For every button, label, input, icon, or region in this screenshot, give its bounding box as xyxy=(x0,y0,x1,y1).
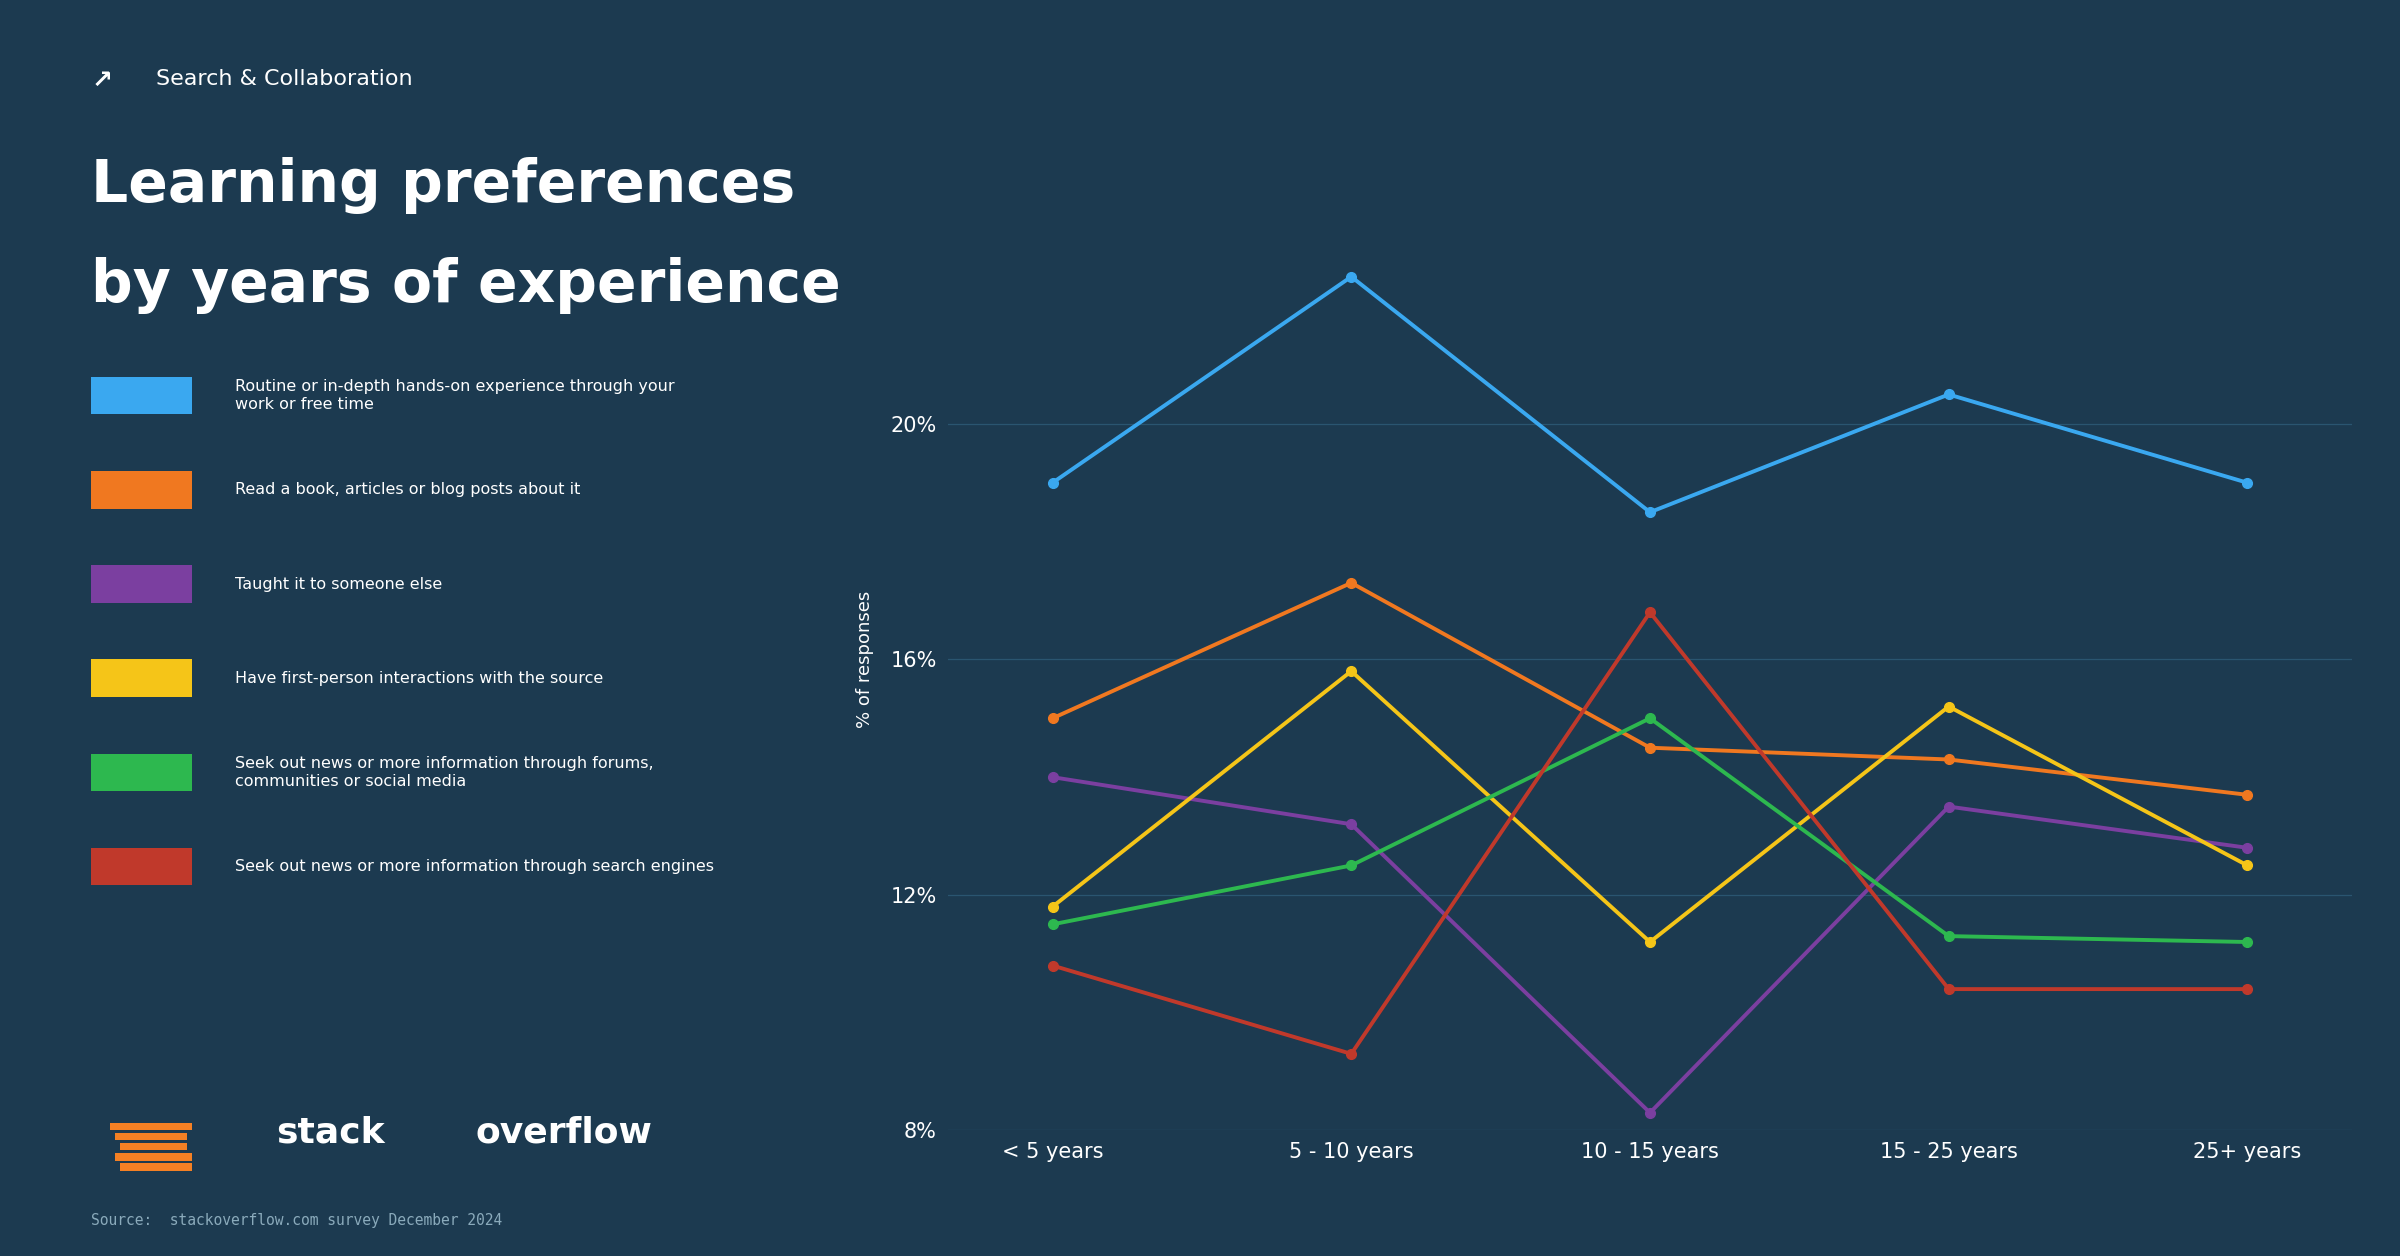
Text: Read a book, articles or blog posts about it: Read a book, articles or blog posts abou… xyxy=(235,482,581,497)
Text: Routine or in-depth hands-on experience through your
work or free time: Routine or in-depth hands-on experience … xyxy=(235,379,674,412)
Text: stack: stack xyxy=(276,1115,384,1150)
Text: by years of experience: by years of experience xyxy=(91,257,840,314)
Text: ↗: ↗ xyxy=(91,69,113,93)
Text: Seek out news or more information through search engines: Seek out news or more information throug… xyxy=(235,859,715,874)
Text: Seek out news or more information through forums,
communities or social media: Seek out news or more information throug… xyxy=(235,756,653,789)
Text: Have first-person interactions with the source: Have first-person interactions with the … xyxy=(235,671,602,686)
Text: Search & Collaboration: Search & Collaboration xyxy=(156,69,413,89)
Y-axis label: % of responses: % of responses xyxy=(857,590,874,728)
Text: Taught it to someone else: Taught it to someone else xyxy=(235,577,442,592)
Text: overflow: overflow xyxy=(475,1115,653,1150)
Text: Source:  stackoverflow.com survey December 2024: Source: stackoverflow.com survey Decembe… xyxy=(91,1213,502,1228)
Text: Learning preferences: Learning preferences xyxy=(91,157,794,214)
